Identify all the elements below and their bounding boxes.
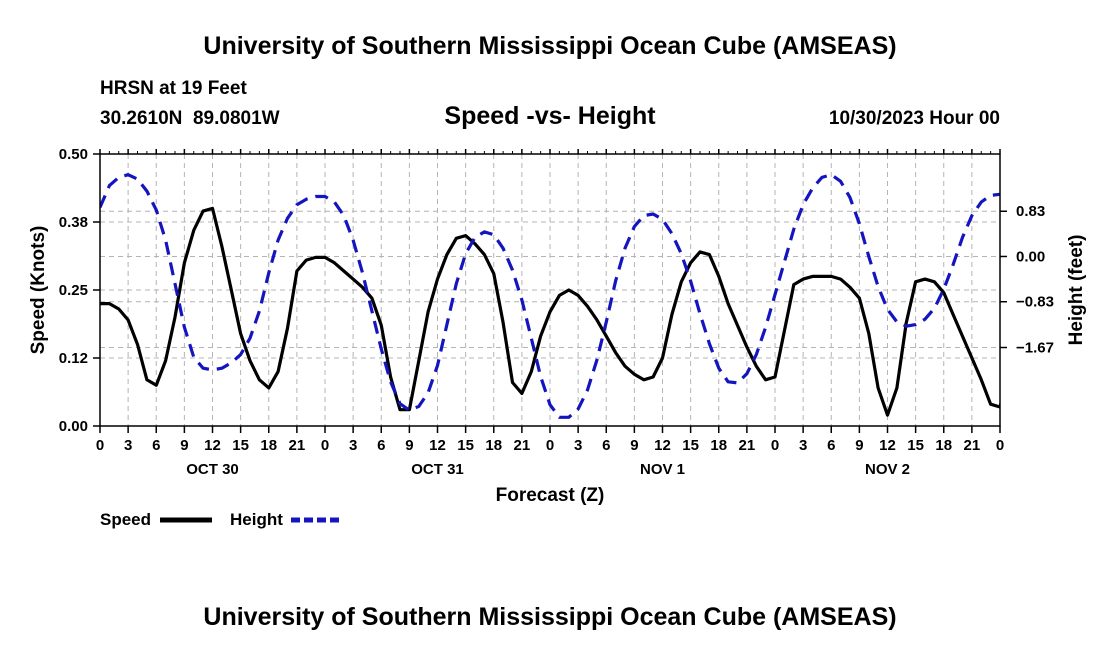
x-tick-label: 12 — [429, 437, 446, 454]
station-coordinates: 30.2610N 89.0801W — [100, 108, 280, 129]
x-tick-label: 21 — [964, 437, 981, 454]
series-speed-line — [100, 206, 1000, 417]
plot-title: Speed -vs- Height — [444, 102, 656, 130]
y-tick-label: 0.38 — [59, 214, 88, 231]
y-tick-label: 0.00 — [59, 418, 88, 435]
x-tick-label: 3 — [349, 437, 357, 454]
legend: Speed Height — [100, 510, 343, 529]
legend-height-label: Height — [230, 510, 283, 529]
x-tick-label: 0 — [321, 437, 329, 454]
x-tick-label: 21 — [289, 437, 306, 454]
x-tick-label: 6 — [827, 437, 835, 454]
y2-tick-label: 0.00 — [1016, 248, 1045, 265]
x-date-label: OCT 30 — [186, 461, 239, 478]
x-tick-label: 9 — [405, 437, 413, 454]
x-tick-label: 21 — [739, 437, 756, 454]
footer-title: University of Southern Mississippi Ocean… — [203, 603, 896, 631]
y-axis-label: Speed (Knots) — [28, 226, 49, 355]
y-tick-label: 0.50 — [59, 146, 88, 163]
legend-speed-label: Speed — [100, 510, 151, 529]
x-tick-label: 12 — [654, 437, 671, 454]
x-tick-label: 0 — [996, 437, 1004, 454]
series-height-line — [100, 173, 1000, 419]
y2-tick-label: −0.83 — [1016, 294, 1054, 311]
x-axis-label: Forecast (Z) — [496, 485, 605, 506]
y2-axis-label: Height (feet) — [1066, 235, 1087, 346]
page-title: University of Southern Mississippi Ocean… — [203, 32, 896, 60]
y2-tick-label: 0.83 — [1016, 203, 1045, 220]
x-tick-label: 12 — [879, 437, 896, 454]
y-axis-right: 0.83 0.00 −0.83 −1.67 — [1000, 203, 1054, 357]
x-tick-label: 3 — [799, 437, 807, 454]
x-tick-label: 0 — [771, 437, 779, 454]
x-tick-label: 21 — [514, 437, 531, 454]
y-tick-label: 0.25 — [59, 282, 88, 299]
x-tick-label: 18 — [485, 437, 502, 454]
x-axis: 0 3 6 9 12 15 18 21 0 3 6 9 12 15 18 21 0 3 6 9 12 15 18 21 0 3 6 9… — [96, 149, 1004, 478]
x-tick-label: 15 — [232, 437, 249, 454]
x-tick-label: 18 — [710, 437, 727, 454]
series-layer — [100, 173, 1000, 419]
x-tick-label: 18 — [260, 437, 277, 454]
x-tick-label: 9 — [630, 437, 638, 454]
x-tick-label: 6 — [377, 437, 385, 454]
x-tick-label: 0 — [546, 437, 554, 454]
x-tick-label: 9 — [855, 437, 863, 454]
y2-tick-label: −1.67 — [1016, 340, 1054, 357]
x-tick-label: 3 — [124, 437, 132, 454]
x-tick-label: 6 — [152, 437, 160, 454]
x-tick-label: 12 — [204, 437, 221, 454]
x-tick-label: 15 — [457, 437, 474, 454]
x-date-label: OCT 31 — [411, 461, 464, 478]
grid — [100, 154, 1000, 426]
x-tick-label: 15 — [907, 437, 924, 454]
y-tick-label: 0.12 — [59, 350, 88, 367]
x-tick-label: 9 — [180, 437, 188, 454]
y-axis-left: 0.00 0.12 0.25 0.38 0.50 — [59, 146, 100, 435]
x-date-label: NOV 2 — [865, 461, 910, 478]
x-tick-label: 18 — [935, 437, 952, 454]
run-time: 10/30/2023 Hour 00 — [829, 108, 1000, 129]
x-tick-label: 3 — [574, 437, 582, 454]
x-tick-label: 6 — [602, 437, 610, 454]
x-tick-label: 15 — [682, 437, 699, 454]
x-tick-label: 0 — [96, 437, 104, 454]
x-date-label: NOV 1 — [640, 461, 685, 478]
station-name: HRSN at 19 Feet — [100, 78, 247, 99]
